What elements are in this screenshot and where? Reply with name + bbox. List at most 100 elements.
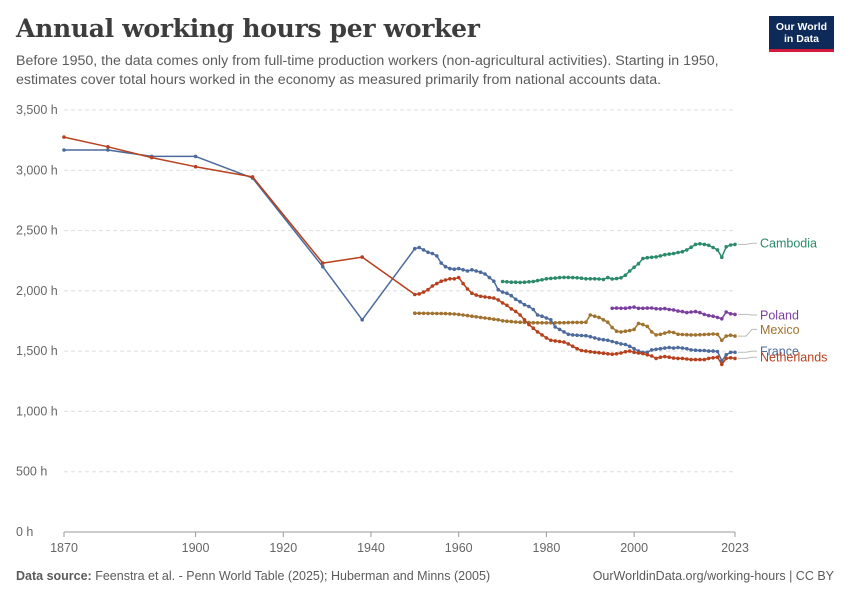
data-point[interactable] — [500, 301, 505, 305]
data-point[interactable] — [706, 313, 711, 318]
data-point[interactable] — [724, 334, 728, 338]
data-point[interactable] — [544, 277, 549, 281]
data-point[interactable] — [570, 320, 575, 325]
data-point[interactable] — [540, 314, 544, 319]
data-point[interactable] — [649, 330, 654, 334]
data-point[interactable] — [448, 312, 452, 316]
data-point[interactable] — [456, 312, 461, 317]
data-point[interactable] — [663, 346, 667, 350]
data-point[interactable] — [702, 312, 707, 317]
data-point[interactable] — [540, 333, 544, 337]
data-point[interactable] — [702, 357, 707, 362]
data-point[interactable] — [461, 281, 465, 286]
data-point[interactable] — [518, 280, 522, 285]
data-point[interactable] — [575, 346, 579, 351]
data-point[interactable] — [413, 246, 417, 251]
data-point[interactable] — [671, 308, 676, 312]
data-point[interactable] — [614, 340, 619, 345]
data-point[interactable] — [553, 325, 557, 329]
data-point[interactable] — [487, 275, 492, 280]
data-point[interactable] — [557, 339, 562, 344]
data-point[interactable] — [728, 350, 733, 355]
data-point[interactable] — [461, 313, 465, 317]
data-point[interactable] — [500, 279, 505, 284]
data-point[interactable] — [728, 243, 733, 247]
data-point[interactable] — [439, 261, 444, 265]
data-point[interactable] — [641, 256, 645, 261]
data-point[interactable] — [606, 320, 610, 325]
data-point[interactable] — [535, 321, 540, 325]
data-point[interactable] — [518, 313, 522, 317]
data-point[interactable] — [588, 277, 593, 281]
data-point[interactable] — [693, 309, 698, 314]
data-point[interactable] — [636, 261, 641, 266]
data-point[interactable] — [645, 306, 650, 310]
data-point[interactable] — [614, 306, 619, 310]
data-point[interactable] — [671, 356, 676, 360]
data-point[interactable] — [544, 321, 549, 325]
data-point[interactable] — [693, 348, 698, 353]
data-point[interactable] — [601, 318, 606, 322]
data-point[interactable] — [360, 318, 365, 322]
data-point[interactable] — [540, 321, 544, 325]
data-point[interactable] — [645, 350, 650, 355]
data-point[interactable] — [62, 135, 66, 139]
data-point[interactable] — [706, 332, 711, 337]
data-point[interactable] — [531, 279, 536, 284]
data-point[interactable] — [588, 349, 593, 354]
data-point[interactable] — [430, 311, 435, 316]
series-label-mexico[interactable]: Mexico — [760, 323, 800, 337]
data-point[interactable] — [535, 330, 540, 334]
data-point[interactable] — [693, 242, 698, 247]
data-point[interactable] — [619, 276, 623, 280]
data-point[interactable] — [566, 320, 571, 325]
data-point[interactable] — [658, 346, 663, 351]
data-point[interactable] — [522, 302, 527, 307]
data-point[interactable] — [496, 298, 501, 302]
data-point[interactable] — [632, 305, 636, 309]
data-point[interactable] — [689, 333, 693, 337]
data-point[interactable] — [553, 339, 557, 343]
data-point[interactable] — [478, 270, 483, 275]
data-point[interactable] — [720, 317, 724, 321]
data-point[interactable] — [413, 292, 417, 297]
data-point[interactable] — [474, 269, 479, 273]
data-point[interactable] — [417, 245, 422, 250]
data-point[interactable] — [702, 348, 707, 353]
data-point[interactable] — [470, 291, 474, 296]
data-point[interactable] — [513, 280, 518, 285]
data-point[interactable] — [724, 310, 728, 314]
data-point[interactable] — [702, 242, 707, 247]
data-point[interactable] — [641, 351, 645, 356]
data-point[interactable] — [584, 277, 588, 281]
data-point[interactable] — [588, 334, 593, 339]
data-point[interactable] — [680, 249, 685, 254]
data-point[interactable] — [465, 313, 470, 318]
data-point[interactable] — [535, 313, 540, 317]
data-point[interactable] — [636, 351, 641, 355]
data-point[interactable] — [584, 320, 588, 325]
data-point[interactable] — [448, 266, 452, 271]
data-point[interactable] — [715, 315, 720, 320]
series-france[interactable] — [62, 148, 737, 363]
data-point[interactable] — [711, 349, 715, 353]
data-point[interactable] — [522, 318, 527, 322]
data-point[interactable] — [619, 351, 623, 355]
data-point[interactable] — [597, 337, 601, 341]
data-point[interactable] — [627, 305, 632, 310]
data-point[interactable] — [614, 329, 619, 334]
data-point[interactable] — [562, 340, 566, 344]
data-point[interactable] — [676, 356, 680, 361]
data-point[interactable] — [584, 349, 588, 353]
series-poland[interactable] — [610, 305, 737, 321]
series-cambodia[interactable] — [500, 242, 737, 285]
data-point[interactable] — [557, 275, 562, 280]
data-point[interactable] — [443, 311, 448, 316]
data-point[interactable] — [500, 290, 505, 294]
data-point[interactable] — [575, 276, 579, 280]
data-point[interactable] — [483, 316, 487, 320]
data-point[interactable] — [706, 356, 711, 361]
data-point[interactable] — [597, 277, 601, 281]
data-point[interactable] — [588, 313, 593, 317]
data-point[interactable] — [421, 248, 426, 252]
